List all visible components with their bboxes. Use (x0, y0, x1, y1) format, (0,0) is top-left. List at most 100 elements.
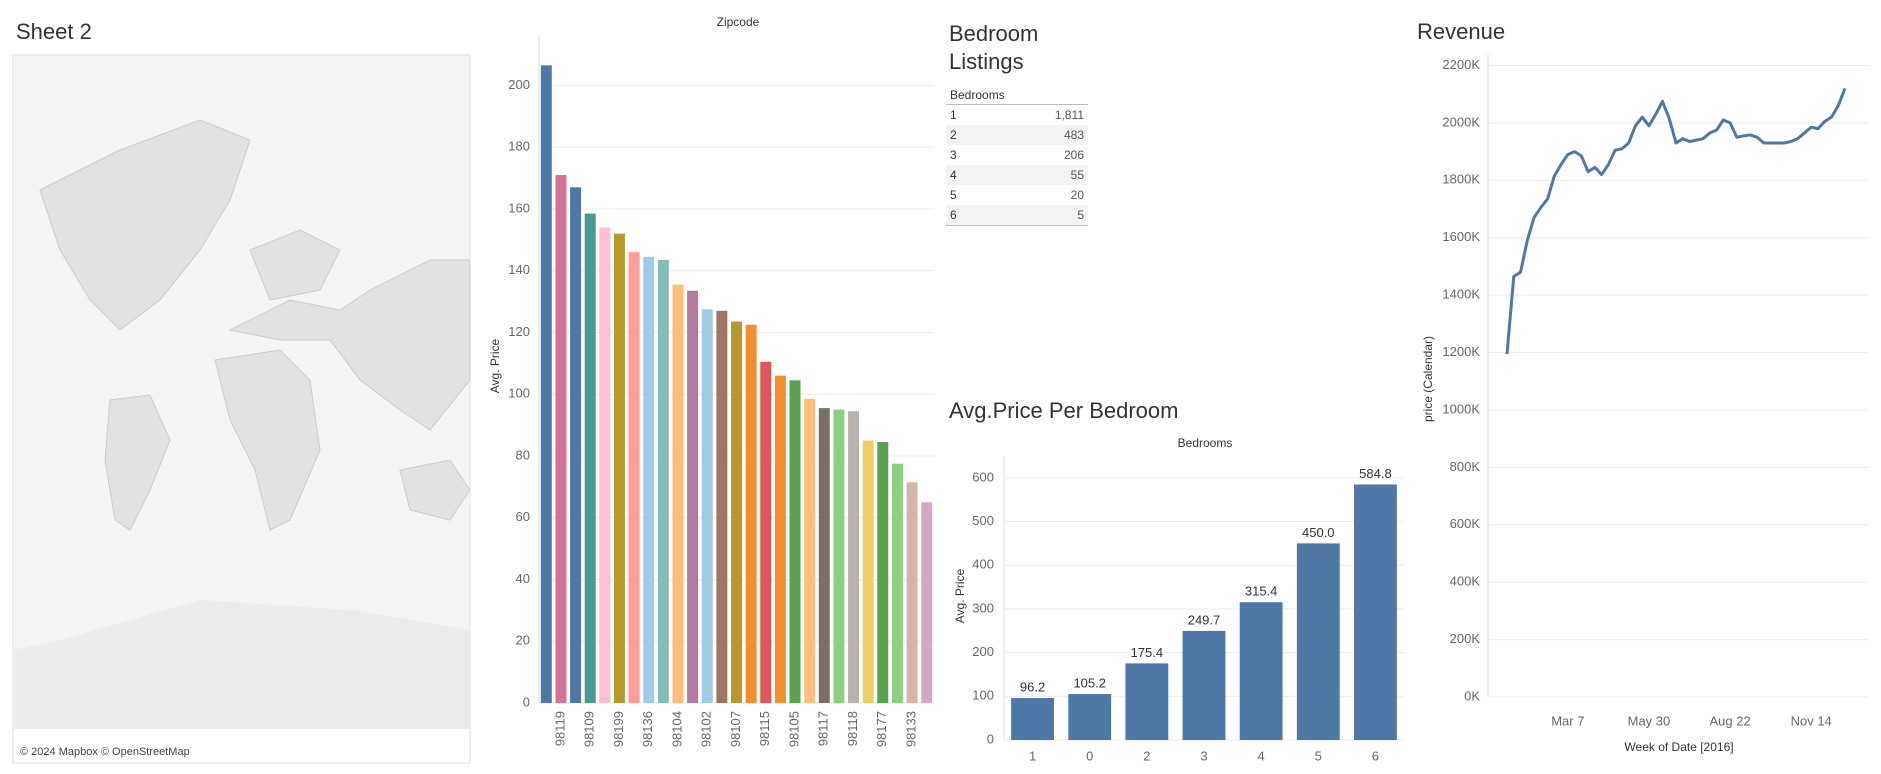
x-tick-label: Aug 22 (1709, 713, 1750, 728)
bar (643, 256, 655, 703)
y-tick-label: 200 (972, 644, 994, 659)
y-tick-label: 40 (516, 571, 530, 586)
chart-title: Revenue (1417, 19, 1505, 44)
y-tick-label: 1600K (1442, 229, 1480, 244)
table: Bedrooms 1 1,811 2 483 3 206 4 55 5 20 6 5 (946, 86, 1088, 226)
bar (1354, 484, 1397, 740)
bar (745, 324, 757, 703)
value-label: 315.4 (1245, 584, 1278, 599)
y-tick-label: 100 (508, 386, 530, 401)
x-header: Zipcode (717, 15, 760, 29)
bar (1296, 543, 1340, 740)
table-cell: 5 (986, 205, 1088, 226)
table-title: Bedroom Listings (949, 21, 1039, 74)
table-row: 3 206 (946, 145, 1088, 165)
x-tick-label: Mar 7 (1551, 713, 1584, 728)
y-tick-label: 1200K (1442, 344, 1480, 359)
value-label: 584.8 (1359, 466, 1392, 481)
table-cell: 4 (946, 165, 987, 185)
y-tick-label: 1800K (1442, 172, 1480, 187)
x-tick-label: 98104 (669, 711, 684, 747)
table-row: 2 483 (946, 125, 1088, 145)
bar (701, 309, 713, 703)
sheet-title: Sheet 2 (16, 19, 92, 44)
x-tick-label: 4 (1258, 748, 1265, 763)
bar (921, 502, 933, 703)
table-row: 1 1,811 (946, 105, 1088, 126)
y-tick-label: 0 (987, 731, 994, 746)
bar (1068, 694, 1112, 740)
y-tick-label: 2200K (1442, 57, 1480, 72)
bar (540, 65, 552, 704)
bar (906, 482, 918, 703)
bar (789, 380, 801, 703)
value-label: 175.4 (1131, 645, 1164, 660)
bar (804, 398, 816, 703)
x-tick-label: 1 (1029, 748, 1036, 763)
x-tick-label: 98105 (786, 711, 801, 747)
x-tick-label: May 30 (1628, 713, 1671, 728)
value-label: 249.7 (1188, 612, 1221, 627)
value-label: 450.0 (1302, 525, 1335, 540)
x-header: Bedrooms (1178, 436, 1233, 450)
y-axis-label: Avg. Price (488, 338, 502, 393)
bar (1125, 663, 1169, 740)
bar (818, 408, 830, 703)
y-tick-label: 300 (972, 600, 994, 615)
table-cell: 55 (986, 165, 1088, 185)
x-tick-label: 98102 (699, 711, 714, 747)
bar (687, 290, 699, 703)
x-tick-label: 5 (1315, 748, 1322, 763)
bar (672, 284, 684, 703)
y-tick-label: 80 (516, 447, 530, 462)
bar (1011, 697, 1054, 740)
y-tick-label: 180 (508, 139, 530, 154)
x-tick-label: 98177 (874, 711, 889, 747)
map: © 2024 Mapbox © OpenStreetMap (12, 54, 471, 764)
bar (613, 233, 625, 703)
y-tick-label: 2000K (1442, 114, 1480, 129)
y-tick-label: 100 (972, 688, 994, 703)
y-tick-label: 140 (508, 262, 530, 277)
bar (731, 321, 742, 703)
y-tick-label: 500 (972, 513, 994, 528)
y-tick-label: 60 (516, 509, 530, 524)
chart-title: Avg.Price Per Bedroom (949, 398, 1178, 423)
bar (716, 310, 728, 703)
value-label: 105.2 (1073, 675, 1106, 690)
x-tick-label: 98136 (640, 711, 655, 747)
table-cell: 20 (1070, 188, 1084, 202)
bar (599, 227, 611, 703)
y-tick-label: 200K (1450, 631, 1481, 646)
x-axis-label: Week of Date [2016] (1624, 740, 1733, 754)
table-header: Bedrooms (946, 86, 1088, 105)
x-tick-label: 98109 (582, 711, 597, 747)
bedroom-listings: Bedroom Listings Bedrooms 1 1,811 2 483 3 206 4… (946, 20, 1088, 226)
bar (628, 252, 640, 703)
bar (877, 442, 889, 703)
y-tick-label: 1400K (1442, 287, 1480, 302)
x-tick-label: 0 (1086, 748, 1093, 763)
x-tick-label: 6 (1372, 748, 1379, 763)
table-cell: 3 (950, 148, 957, 162)
x-tick-label: 98199 (611, 711, 626, 747)
bar (833, 409, 845, 703)
x-tick-label: Nov 14 (1791, 713, 1832, 728)
bar (891, 463, 903, 703)
bar (584, 213, 596, 704)
table-cell: 5 (950, 188, 957, 202)
table-row: 4 55 (946, 165, 1088, 185)
y-tick-label: 0K (1464, 688, 1480, 703)
x-tick-label: 98119 (552, 711, 567, 746)
y-tick-label: 200 (508, 77, 530, 92)
bar (570, 187, 582, 703)
y-axis-label: Avg. Price (953, 568, 967, 623)
line (1505, 87, 1847, 355)
table-row: 5 20 (946, 185, 1088, 205)
table-cell: 483 (986, 125, 1088, 145)
bar (657, 259, 669, 703)
table-cell: 1 (950, 108, 957, 122)
bar (848, 411, 860, 703)
x-tick-label: 98117 (816, 711, 831, 746)
